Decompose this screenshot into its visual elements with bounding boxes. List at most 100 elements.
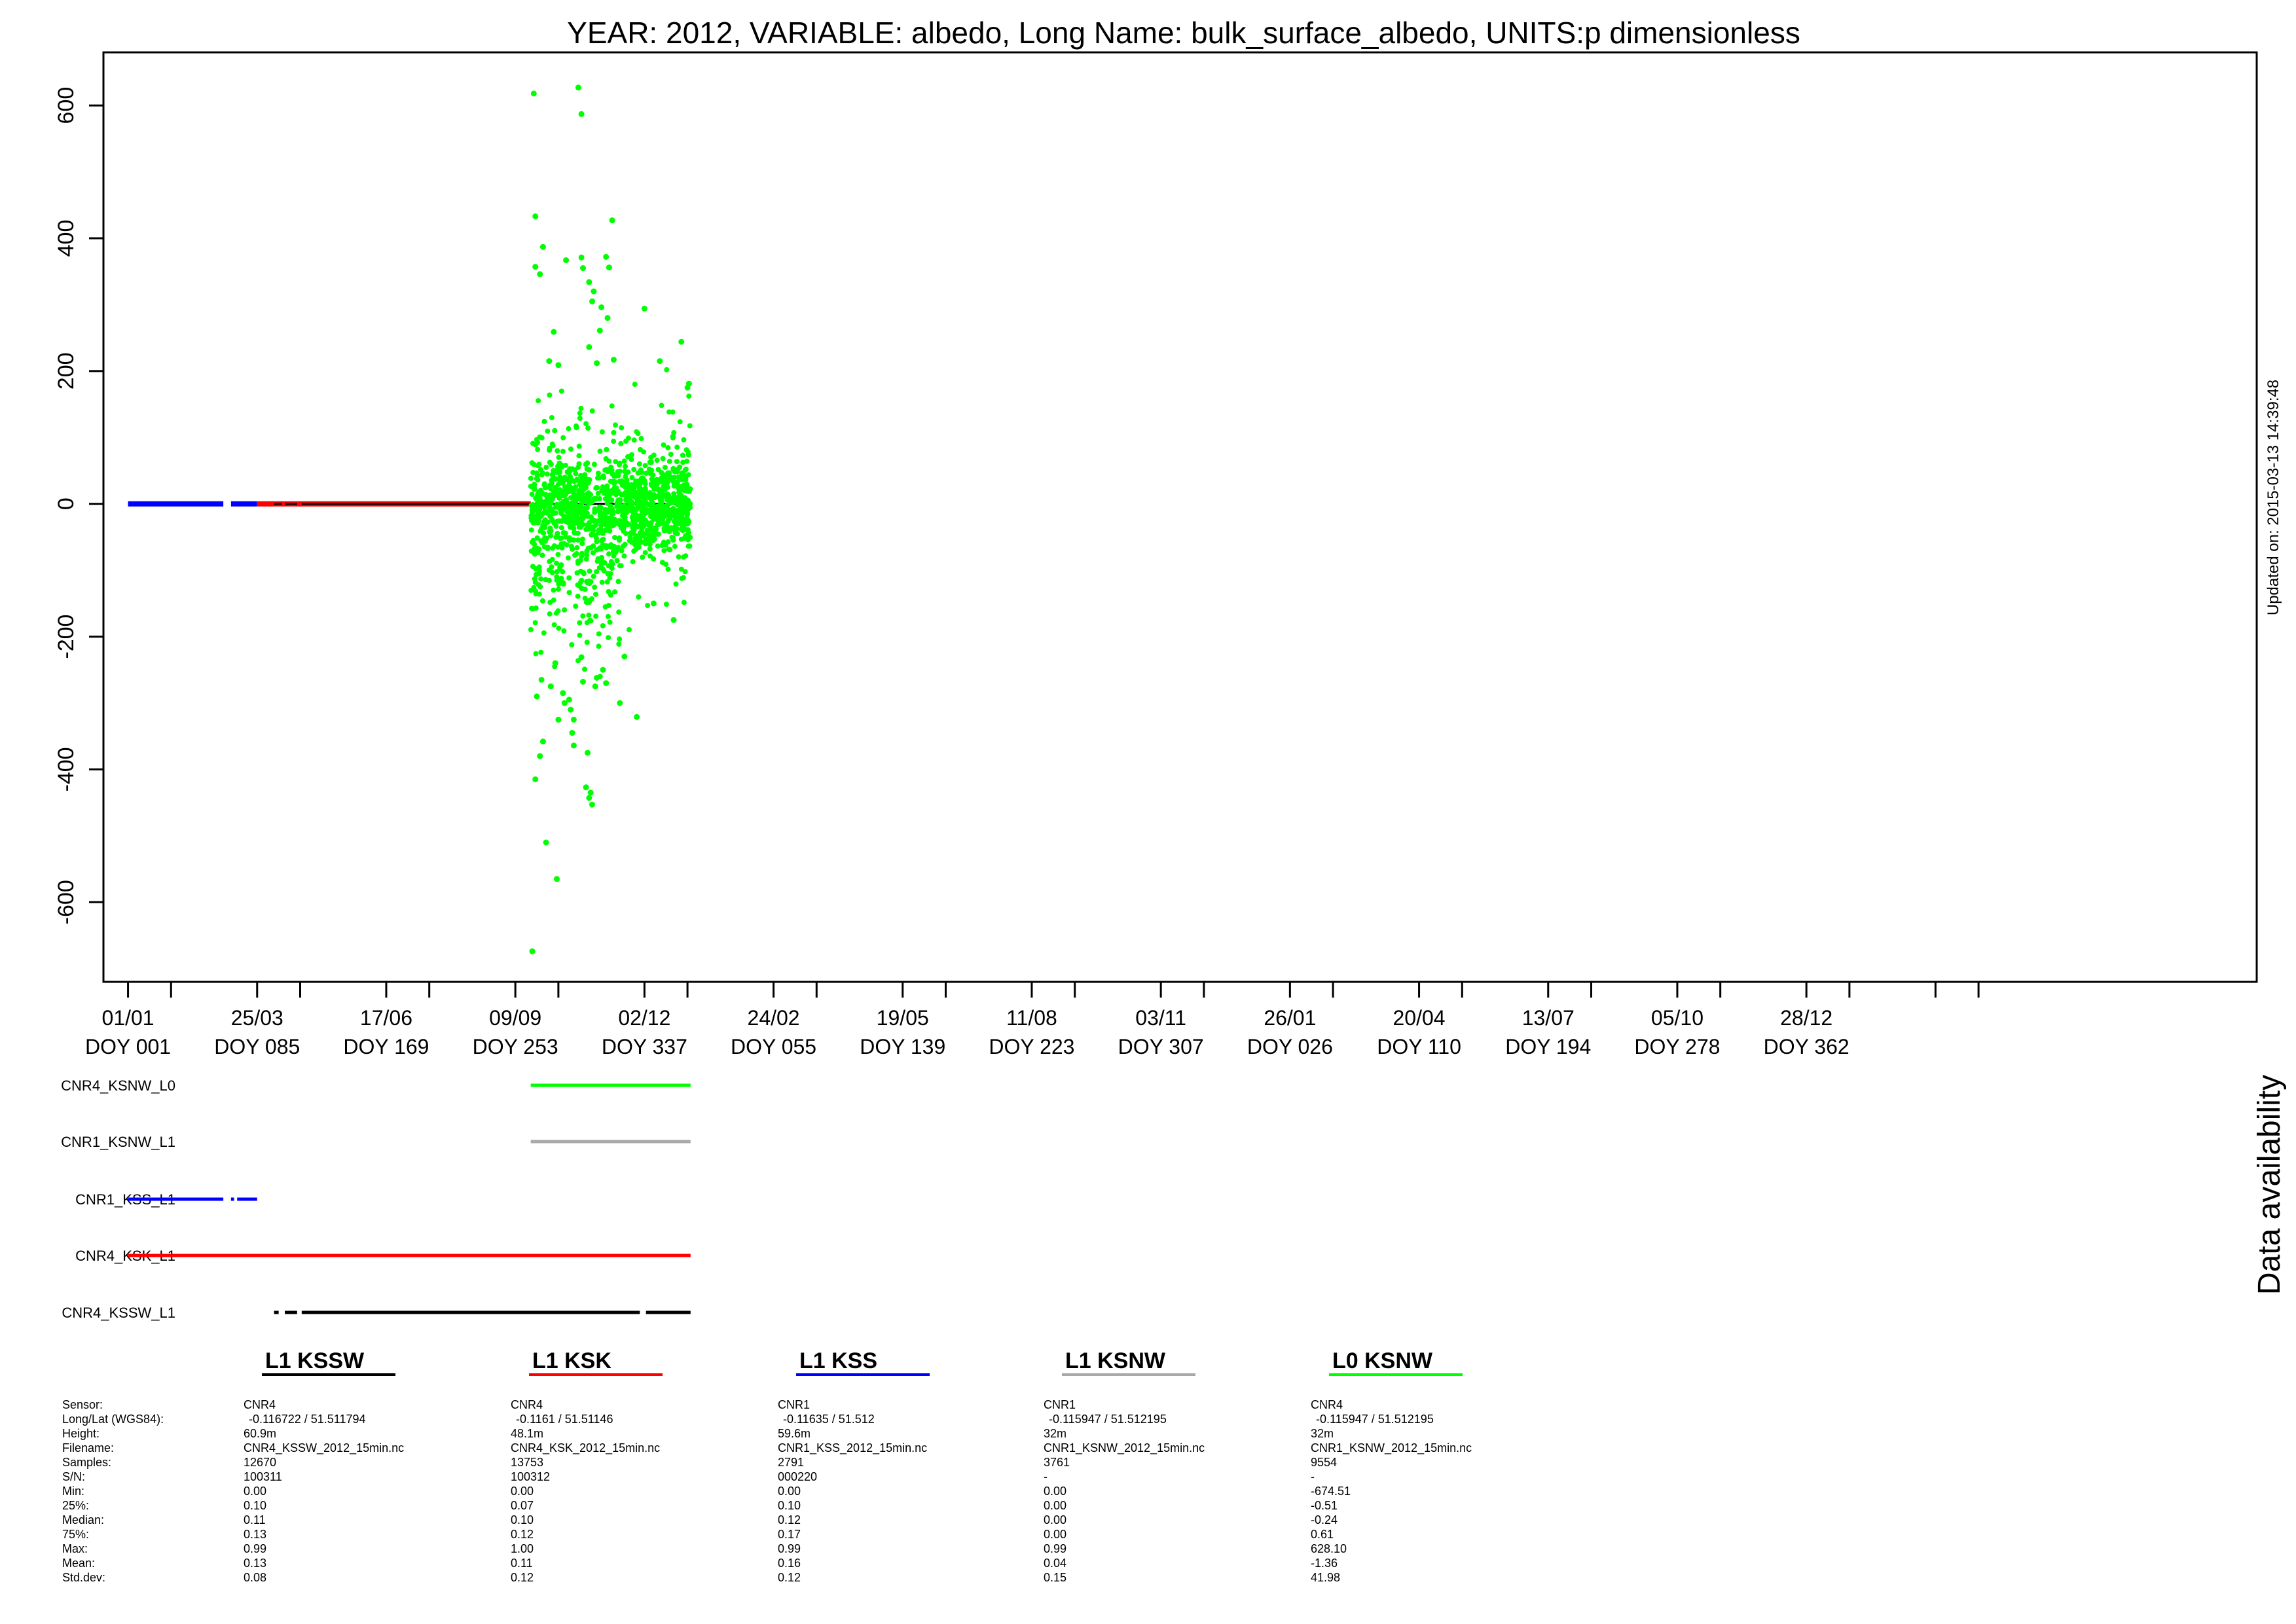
scatter-point [570,503,575,509]
scatter-point [591,461,597,467]
scatter-point [664,510,670,516]
scatter-point [558,535,564,541]
scatter-point [660,471,666,477]
scatter-point [652,477,658,483]
scatter-outlier [532,264,539,270]
stats-cell: 0.00 [511,1485,534,1498]
scatter-point [572,484,578,490]
scatter-point [575,560,581,566]
scatter-point [632,382,638,388]
scatter-point [587,568,592,574]
scatter-point [589,408,595,414]
stats-cell: 0.99 [778,1542,801,1555]
scatter-point [541,418,547,424]
scatter-outlier [609,217,615,224]
scatter-point [608,559,614,564]
scatter-point [619,425,625,431]
x-tick-label-date: 11/08 [1006,1006,1057,1030]
scatter-point [562,462,568,468]
scatter-point [536,398,541,404]
scatter-point [616,609,622,615]
scatter-point [687,505,693,511]
scatter-point [681,600,687,605]
stats-cell: 0.16 [778,1557,801,1570]
scatter-point [532,442,538,448]
scatter-outlier [555,362,562,369]
scatter-point [606,458,612,464]
scatter-point [676,554,682,560]
scatter-outlier [603,253,610,260]
x-tick-label-date: 02/12 [618,1006,670,1030]
scatter-point [603,543,609,549]
stats-row-label: 25%: [62,1499,89,1512]
scatter-point [619,525,625,531]
scatter-point [583,461,589,467]
stats-cell: 32m [1311,1427,1334,1440]
scatter-point [666,458,672,464]
scatter-point [584,620,590,626]
scatter-point [642,463,648,469]
scatter-point [624,482,630,488]
scatter-outlier [530,90,537,97]
scatter-point [632,490,638,496]
scatter-point [548,533,553,539]
x-tick-label-doy: DOY 169 [343,1035,429,1058]
stats-cell: 0.17 [778,1528,801,1541]
scatter-point [665,566,671,572]
scatter-outlier [560,690,566,696]
stats-cell: -0.116722 / 51.511794 [249,1413,366,1426]
scatter-point [533,505,539,511]
scatter-point [541,501,547,507]
scatter-point [625,454,630,460]
scatter-point [528,515,534,521]
scatter-point [648,503,654,509]
stats-cell: CNR1_KSNW_2012_15min.nc [1311,1441,1472,1455]
scatter-point [641,449,647,455]
scatter-outlier [606,264,612,271]
scatter-point [617,518,623,524]
x-tick-label-doy: DOY 026 [1247,1035,1333,1058]
scatter-point [678,509,684,515]
scatter-point [604,467,610,473]
scatter-outlier [621,653,628,660]
scatter-point [609,403,615,409]
scatter-point [566,575,572,581]
scatter-point [592,518,598,524]
scatter-point [547,526,553,531]
x-tick-label-doy: DOY 055 [731,1035,816,1058]
scatter-point [583,556,589,562]
x-tick-label-doy: DOY 139 [860,1035,945,1058]
scatter-point [619,482,625,488]
scatter-point [659,543,665,549]
scatter-point [557,487,563,493]
stats-cell: 0.15 [1044,1571,1066,1584]
stats-cell: 628.10 [1311,1542,1347,1555]
scatter-point [535,446,541,452]
scatter-point [666,470,672,476]
scatter-point [553,610,559,616]
scatter-point [685,452,691,458]
scatter-point [560,498,566,504]
scatter-point [663,562,669,568]
scatter-point [534,545,540,551]
scatter-point [562,607,568,613]
scatter-point [635,505,641,511]
scatter-outlier [587,789,594,796]
stats-row-label: S/N: [62,1470,85,1483]
scatter-point [534,476,539,482]
scatter-point [557,474,563,480]
stats-cell: 0.12 [511,1571,534,1584]
scatter-point [555,552,561,558]
stats-cell: -0.1161 / 51.51146 [516,1413,613,1426]
scatter-outlier [586,279,592,285]
scatter-point [649,538,655,543]
scatter-outlier [641,306,647,312]
stats-cell: 0.00 [1044,1513,1066,1526]
stats-cell: CNR1 [1044,1398,1076,1411]
stats-cell: 41.98 [1311,1571,1340,1584]
scatter-point [592,509,598,515]
scatter-point [660,510,666,516]
scatter-point [672,518,677,524]
scatter-point [611,485,617,491]
scatter-point [552,427,558,433]
